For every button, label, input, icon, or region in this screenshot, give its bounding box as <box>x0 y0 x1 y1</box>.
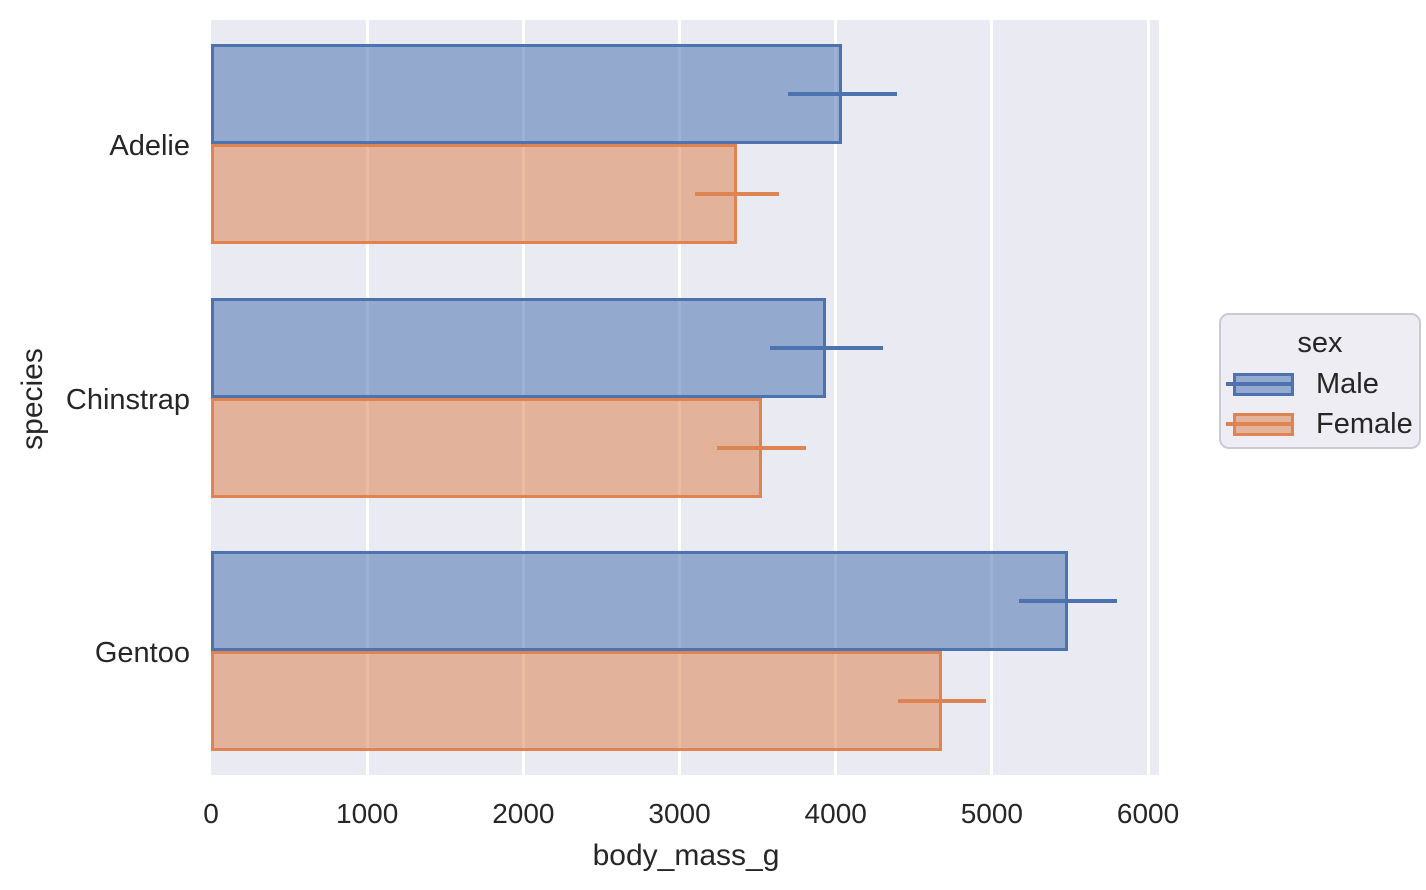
legend-swatch-errorline <box>1226 381 1294 386</box>
legend: sex Male Female <box>1219 313 1421 449</box>
legend-swatch-female <box>1226 412 1294 436</box>
gridline-6000 <box>1146 20 1150 775</box>
errorbar-gentoo-female <box>897 699 986 703</box>
xtick-6000: 6000 <box>1116 798 1180 829</box>
xtick-0: 0 <box>203 798 219 829</box>
errorbar-adelie-female <box>695 192 780 196</box>
bar-chinstrap-male <box>211 298 827 398</box>
gridline-4000 <box>834 20 838 775</box>
errorbar-chinstrap-male <box>769 346 883 350</box>
gridline-5000 <box>990 20 994 775</box>
errorbar-gentoo-male <box>1018 599 1117 603</box>
bar-gentoo-male <box>211 551 1068 651</box>
errorbar-chinstrap-female <box>717 446 807 450</box>
plot-area <box>211 20 1159 775</box>
bar-gentoo-female <box>211 651 942 751</box>
x-axis-label: body_mass_g <box>592 839 780 872</box>
xtick-4000: 4000 <box>804 798 867 829</box>
legend-title: sex <box>1297 327 1343 359</box>
ytick-gentoo: Gentoo <box>94 637 190 669</box>
xtick-1000: 1000 <box>336 798 399 829</box>
legend-item-female: Female <box>1221 409 1419 439</box>
errorbar-adelie-male <box>788 92 897 96</box>
legend-item-male: Male <box>1221 369 1419 399</box>
bar-adelie-male <box>211 44 843 144</box>
legend-swatch-male <box>1226 372 1294 396</box>
legend-items: Male Female <box>1221 369 1419 439</box>
y-axis-label: species <box>16 348 49 450</box>
ytick-chinstrap: Chinstrap <box>65 384 190 416</box>
ytick-adelie: Adelie <box>109 130 190 162</box>
legend-label-male: Male <box>1316 368 1379 400</box>
legend-label-female: Female <box>1316 408 1413 440</box>
xtick-5000: 5000 <box>960 798 1024 829</box>
bar-chinstrap-female <box>211 398 762 498</box>
xtick-2000: 2000 <box>492 798 555 829</box>
bar-adelie-female <box>211 144 738 244</box>
legend-swatch-errorline <box>1226 421 1294 426</box>
xtick-3000: 3000 <box>648 798 711 829</box>
